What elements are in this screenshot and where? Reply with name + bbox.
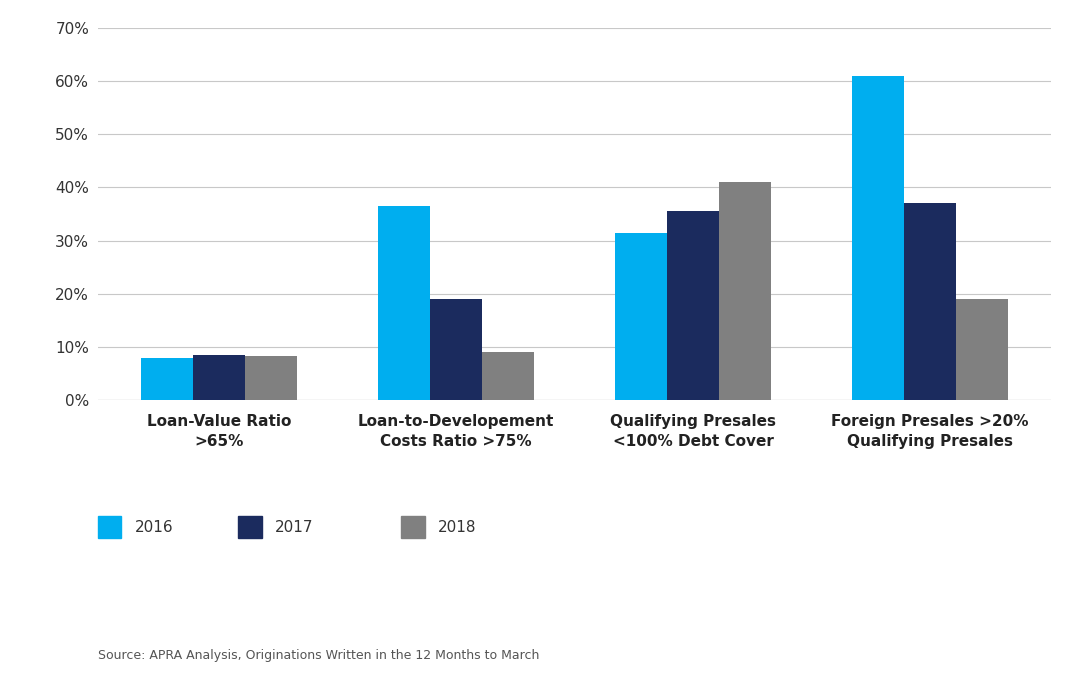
Bar [245, 356, 297, 400]
Text: 2017: 2017 [275, 520, 314, 535]
Bar [482, 353, 534, 400]
Text: 2018: 2018 [438, 520, 477, 535]
Bar [719, 182, 771, 400]
Bar [193, 355, 245, 400]
Bar [852, 75, 904, 400]
Bar [615, 233, 667, 400]
Bar [667, 211, 719, 400]
Bar [141, 357, 193, 400]
Text: 2016: 2016 [134, 520, 173, 535]
Bar [904, 204, 956, 400]
Bar [956, 299, 1008, 400]
Text: Source: APRA Analysis, Originations Written in the 12 Months to March: Source: APRA Analysis, Originations Writ… [98, 649, 539, 662]
Bar [378, 206, 430, 400]
Bar [430, 299, 482, 400]
